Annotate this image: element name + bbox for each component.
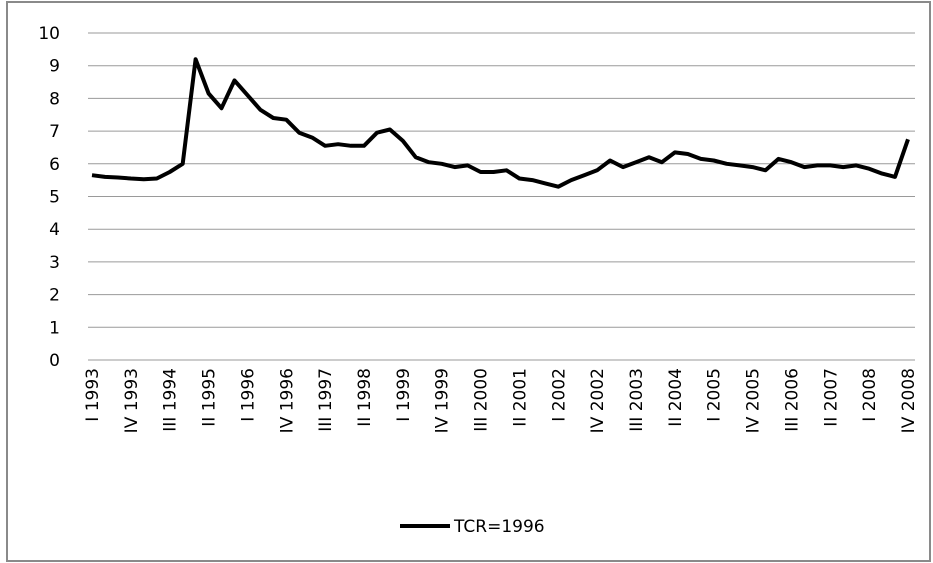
x-tick-label: I 2005 [705,368,725,422]
y-tick-label: 2 [49,286,60,306]
x-tick-label: I 1999 [394,368,414,422]
x-tick-label: IV 1999 [433,368,453,433]
y-tick-label: 7 [49,122,60,142]
x-tick-label: II 2007 [821,368,841,427]
y-tick-label: 1 [49,318,60,338]
x-tick-label: II 1995 [200,368,220,427]
y-tick-label: 9 [49,57,60,77]
x-tick-label: IV 1996 [277,368,297,433]
x-tick-label: I 1996 [238,368,258,422]
x-tick-label: IV 1993 [122,368,142,433]
y-tick-label: 5 [49,188,60,208]
y-tick-label: 8 [49,89,60,109]
legend-label: TCR=1996 [453,517,545,537]
series-line [91,57,910,189]
y-tick-label: 0 [49,351,60,371]
x-tick-label: IV 2008 [899,368,919,433]
x-tick-label: III 2006 [782,368,802,432]
chart-frame [6,1,931,562]
x-tick-label: I 1993 [83,368,103,422]
x-tick-label: II 2004 [666,368,686,427]
x-tick-label: II 1998 [355,368,375,427]
y-tick-label: 10 [38,24,60,44]
x-tick-label: III 2000 [472,368,492,432]
x-tick-label: I 2008 [860,368,880,422]
y-tick-label: 6 [49,155,60,175]
x-tick-label: III 2003 [627,368,647,432]
x-tick-label: I 2002 [549,368,569,422]
x-tick-label: IV 2002 [588,368,608,433]
x-tick-label: IV 2005 [744,368,764,433]
x-tick-label: III 1994 [161,368,181,432]
x-tick-label: III 1997 [316,368,336,432]
y-tick-label: 4 [49,220,60,240]
y-tick-label: 3 [49,253,60,273]
x-tick-label: II 2001 [510,368,530,427]
